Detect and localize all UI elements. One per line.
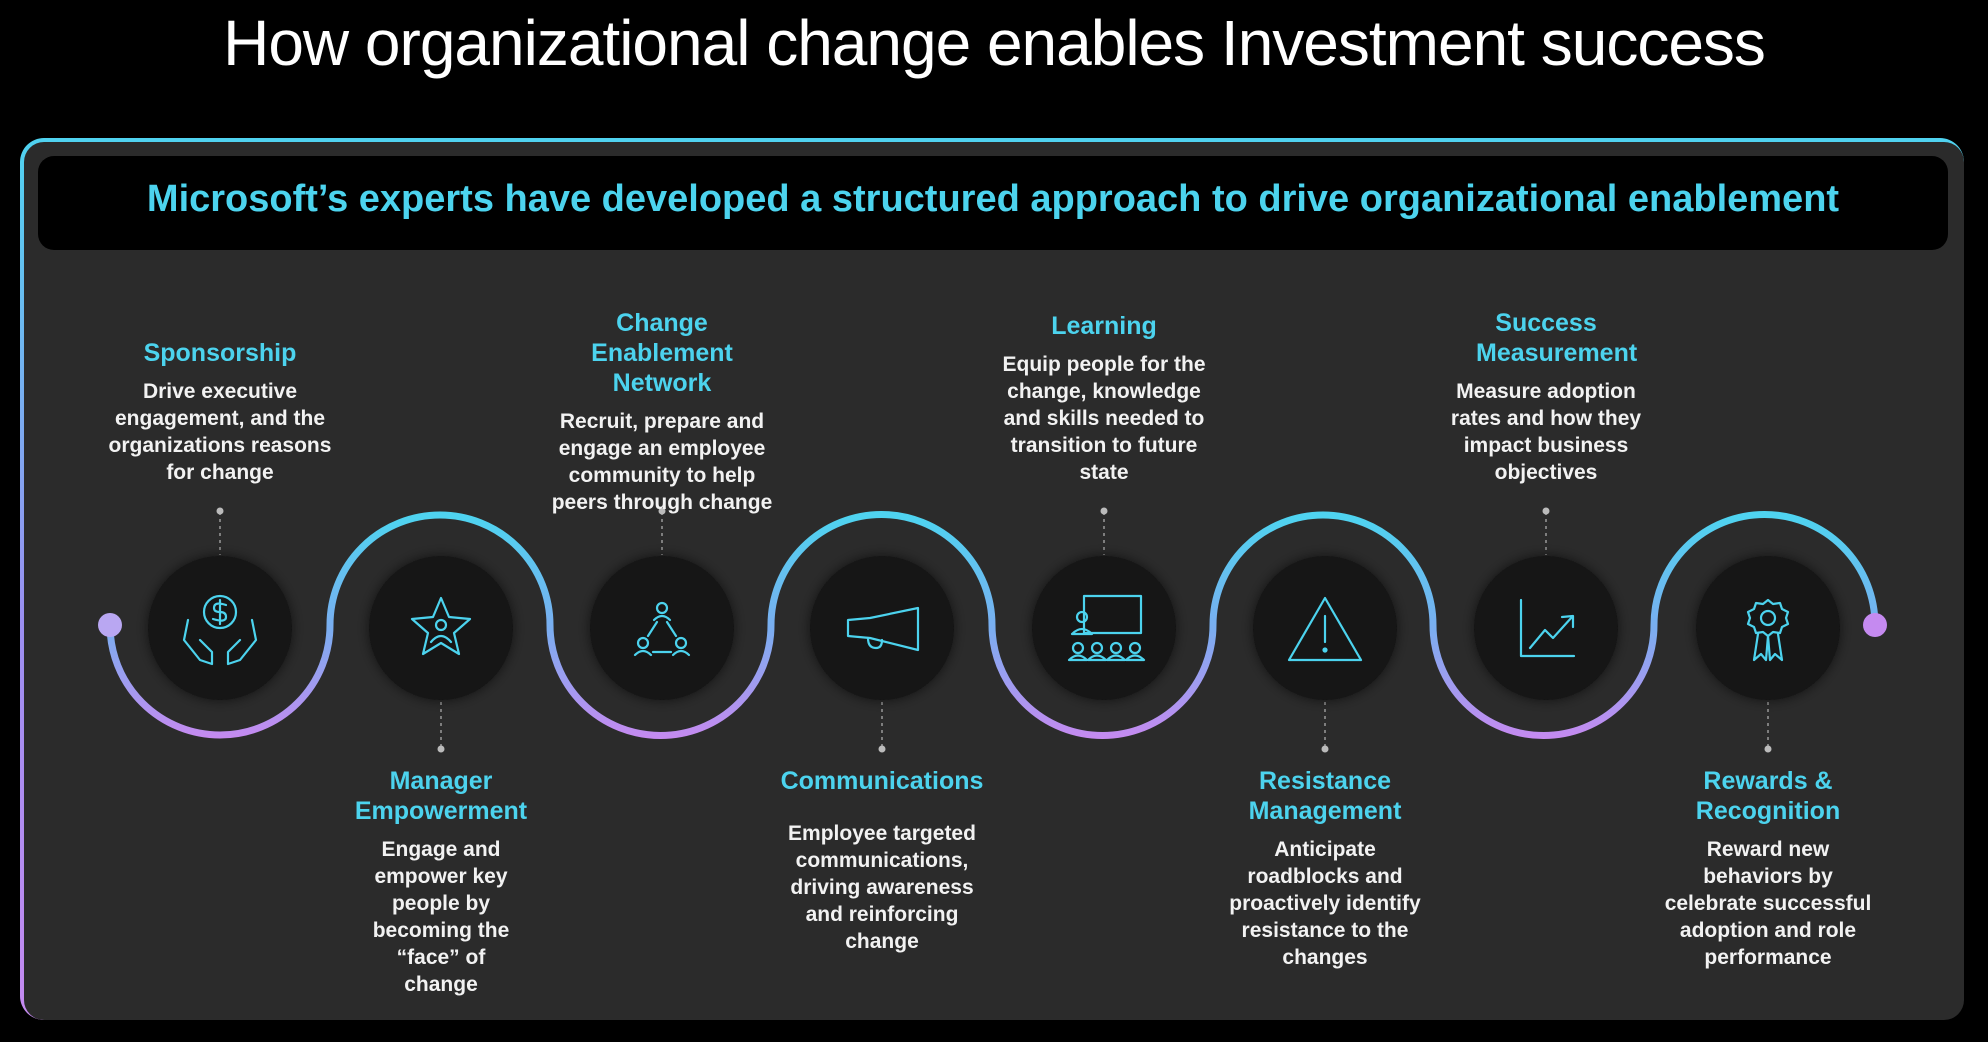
step-circle-rewards — [1696, 556, 1840, 700]
step-title: Learning — [1051, 312, 1157, 340]
step-manager-empowerment: Manager Empowerment Engage and empower k… — [311, 766, 571, 998]
content-panel — [22, 140, 1966, 1022]
hands-dollar-icon — [182, 594, 258, 666]
step-circle-communications — [810, 556, 954, 700]
serpentine-path — [106, 511, 1879, 739]
step-circle-measurement — [1474, 556, 1618, 700]
step-learning: Learning Equip people for the change, kn… — [974, 311, 1234, 486]
warning-icon — [1287, 596, 1363, 662]
step-success-measurement: Success Measurement Measure adoption rat… — [1416, 308, 1676, 486]
step-sponsorship: Sponsorship Drive executive engagement, … — [90, 338, 350, 486]
connector-dot — [1764, 745, 1772, 753]
step-title: Change Enablement Network — [591, 309, 733, 397]
step-rewards-recognition: Rewards & Recognition Reward new behavio… — [1638, 766, 1898, 971]
award-ribbon-icon — [1746, 598, 1790, 662]
megaphone-icon — [846, 606, 920, 652]
step-description: Measure adoption rates and how they impa… — [1450, 380, 1642, 484]
connector-dot — [1100, 507, 1108, 515]
step-description: Reward new behaviors by celebrate succes… — [1664, 838, 1872, 969]
step-resistance-management: Resistance Management Anticipate roadblo… — [1195, 766, 1455, 971]
step-circle-manager-empowerment — [369, 556, 513, 700]
path-start-dot — [98, 613, 122, 637]
step-title: Manager Empowerment — [354, 767, 528, 825]
banner — [38, 156, 1948, 250]
step-title: Rewards & Recognition — [1695, 767, 1841, 825]
step-communications: Communications Employee targeted communi… — [752, 766, 1012, 955]
page-title: How organizational change enables Invest… — [223, 7, 1766, 79]
step-circle-change-network — [590, 556, 734, 700]
connector-dot — [216, 507, 224, 515]
step-description: Drive executive engagement, and the orga… — [108, 380, 332, 484]
connector-dot — [658, 507, 666, 515]
classroom-icon — [1067, 594, 1146, 662]
step-title: Resistance Management — [1248, 767, 1402, 825]
step-description: Anticipate roadblocks and proactively id… — [1229, 838, 1421, 969]
step-description: Equip people for the change, knowledge a… — [1002, 353, 1206, 484]
step-description: Recruit, prepare and engage an employee … — [551, 410, 773, 514]
step-circle-learning — [1032, 556, 1176, 700]
step-title: Success Measurement — [1476, 309, 1638, 367]
chart-trend-icon — [1519, 598, 1576, 658]
path-end-dot — [1863, 613, 1887, 637]
step-title: Sponsorship — [143, 339, 297, 367]
star-person-icon — [410, 596, 472, 656]
banner-text: Microsoft’s experts have developed a str… — [146, 178, 1840, 220]
connector-dot — [1542, 507, 1550, 515]
connector-dot — [1321, 745, 1329, 753]
step-description: Employee targeted communications, drivin… — [788, 822, 976, 953]
step-title: Communications — [780, 767, 984, 795]
connector-dot — [437, 745, 445, 753]
step-change-network: Change Enablement Network Recruit, prepa… — [532, 308, 792, 516]
network-people-icon — [633, 601, 691, 657]
step-description: Engage and empower key people by becomin… — [372, 838, 510, 996]
connector-dot — [878, 745, 886, 753]
